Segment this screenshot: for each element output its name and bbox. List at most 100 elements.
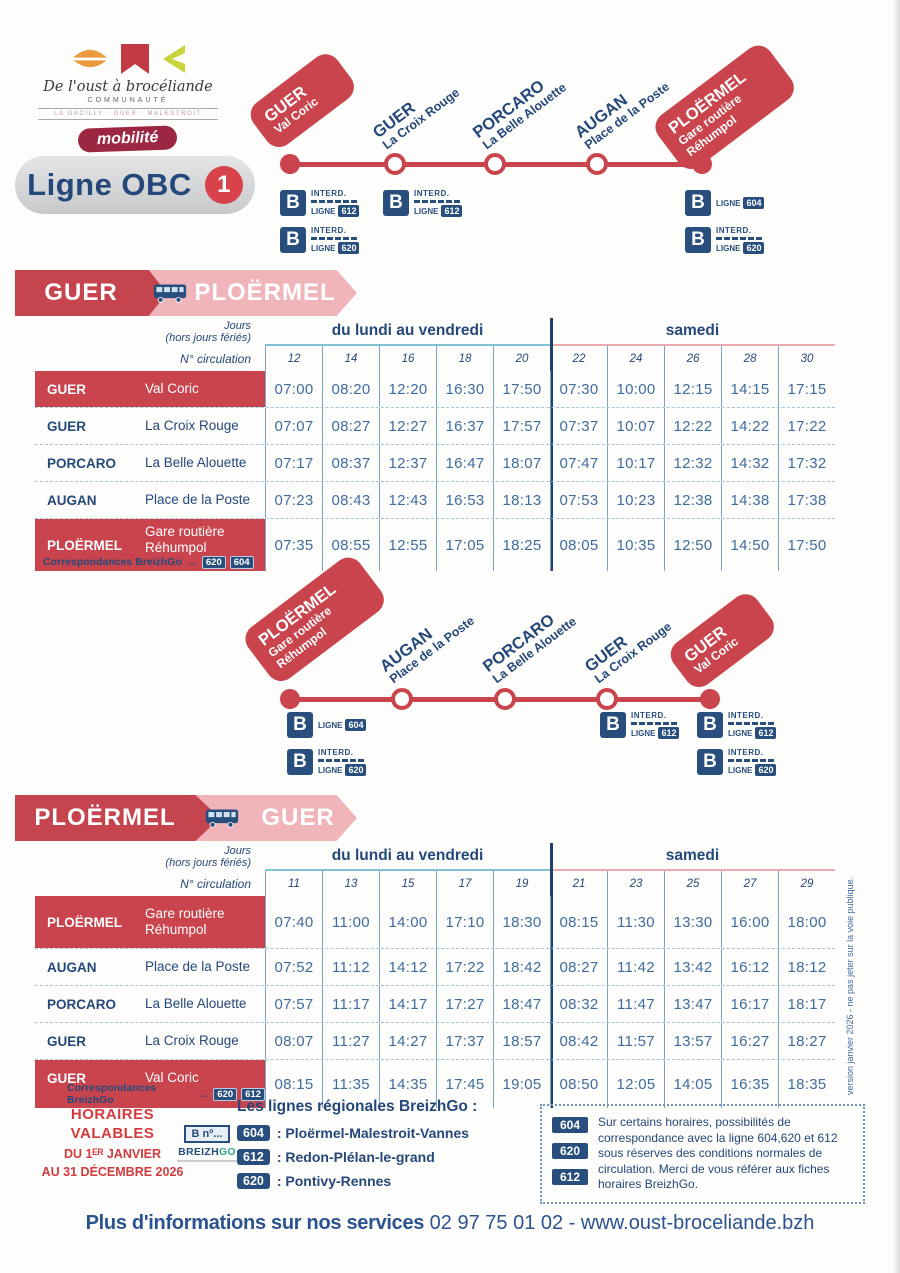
footer-contact-label: Plus d'informations sur nos services	[85, 1212, 425, 1234]
badge-group: B INTERD. LIGNE 612	[600, 710, 680, 740]
line-number-chip: 604	[345, 719, 367, 731]
circulation-label: N° circulation	[180, 876, 251, 891]
breizhgo-b-icon: B	[600, 712, 626, 738]
regional-line-604: 604 : Ploërmel-Malestroit-Vannes	[237, 1125, 477, 1141]
table-row: PORCARO La Belle Alouette 07:17 08:37 12:37…	[35, 444, 835, 481]
line-number-chip: 612	[237, 1149, 270, 1165]
breizhgo-brand: BREIZHGO	[178, 1146, 236, 1158]
line-number-chip: 620	[743, 242, 765, 254]
period-weekday: du lundi au vendredi	[265, 843, 550, 871]
terminal-dot	[700, 689, 720, 709]
banner-arrow-dark	[15, 270, 167, 316]
badge-group: B LIGNE 604 B INTERD. LIGNE 620	[685, 188, 765, 255]
badge-group: B LIGNE 604 B INTERD. LIGNE 620	[287, 710, 367, 777]
line-interdiction-badge: B INTERD. LIGNE 612	[697, 710, 777, 740]
table-row: GUER La Croix Rouge 08:07 11:27 14:27 17:37 1…	[35, 1022, 835, 1059]
stop-dot	[384, 153, 406, 175]
version-note: version janvier 2026 - ne pas jeter sur …	[845, 876, 855, 1095]
stop-dot	[586, 153, 608, 175]
table-row: GUER Val Coric 07:00 08:20 12:20 16:30 17:50 0…	[35, 371, 835, 407]
logo-communaute: COMMUNAUTÉ	[87, 97, 169, 104]
circulation-label: N° circulation	[180, 351, 251, 366]
period-divider	[550, 843, 553, 1108]
badge-group: B INTERD. LIGNE 612 B INTERD. LIGNE 620	[697, 710, 777, 777]
logo-towns: LA GACILLY · GUER · MALESTROIT	[38, 108, 218, 120]
breizhgo-b-icon: B	[697, 712, 723, 738]
info-badges: 604 620 612	[552, 1115, 588, 1193]
footer-contact: Plus d'informations sur nos services 02 …	[0, 1212, 900, 1235]
breizhgo-b-icon: B	[287, 749, 313, 775]
line-number-chip: 620	[213, 1087, 238, 1101]
line-number-circle: 1	[204, 166, 243, 204]
dashed-line	[728, 722, 774, 725]
timetable-outbound: Jours (hors jours fériés) du lundi au ve…	[35, 318, 835, 571]
line-interdiction-badge: B INTERD. LIGNE 620	[287, 747, 367, 777]
route-diagram-return: PLOËRMEL Gare routière Réhumpol AUGAN Pl…	[239, 551, 880, 795]
bus-icon	[205, 809, 239, 828]
line-number-chip: 612	[755, 727, 777, 739]
jours-header: Jours (hors jours fériés)	[165, 844, 251, 869]
table-row: GUER La Croix Rouge 07:07 08:27 12:27 16:37 1…	[35, 407, 835, 444]
dashed-line	[311, 200, 357, 203]
banner-from: GUER	[44, 279, 118, 306]
stop-dot	[494, 688, 516, 710]
scan-edge-shadow	[893, 0, 900, 1273]
breizhgo-b-icon: B	[280, 190, 306, 216]
line-connection-badge: B LIGNE 604	[685, 188, 765, 218]
mobilite-badge: mobilité	[77, 125, 179, 153]
line-number-chip: 620	[201, 555, 226, 569]
info-text: Sur certains horaires, possibilités de c…	[598, 1115, 838, 1192]
arrow-icon: →	[197, 1087, 210, 1101]
line-number-chip: 604	[743, 197, 765, 209]
logo-script-text: De l'oust à brocéliande	[43, 79, 213, 95]
yellow-chevron-icon	[163, 45, 185, 73]
line-number-chip: 604	[237, 1125, 270, 1141]
breizhgo-b-icon: B	[685, 190, 711, 216]
regional-line-612: 612 : Redon-Plélan-le-grand	[237, 1149, 477, 1165]
bus-icon	[153, 284, 187, 303]
breizhgo-b-number-badge: B nº...	[183, 1125, 231, 1143]
stop-dot	[484, 153, 506, 175]
badge-group: B INTERD. LIGNE 612	[383, 188, 463, 218]
line-number-chip: 604	[552, 1117, 588, 1133]
direction-banner-return: PLOËRMEL GUER	[15, 795, 357, 841]
validity-block: HORAIRES VALABLES DU 1ᴱᴿ JANVIER AU 31 D…	[41, 1106, 184, 1179]
direction-banner-outbound: GUER PLOËRMEL	[15, 270, 357, 316]
regional-lines-block: Les lignes régionales BreizhGo : 604 : P…	[237, 1098, 477, 1197]
line-number-chip: 620	[552, 1143, 588, 1159]
badge-group: B INTERD. LIGNE 612 B INTERD. LIGNE 620	[280, 188, 360, 255]
line-interdiction-badge: B INTERD. LIGNE 620	[685, 225, 765, 255]
line-number-chip: 612	[241, 1087, 265, 1101]
line-interdiction-badge: B INTERD. LIGNE 612	[600, 710, 680, 740]
breizhgo-b-icon: B	[383, 190, 409, 216]
arrow-icon: →	[185, 555, 198, 569]
breizhgo-b-icon: B	[685, 227, 711, 253]
line-number-chip: 612	[658, 727, 680, 739]
dashed-line	[728, 759, 774, 762]
dashed-line	[716, 237, 762, 240]
stop-dot	[391, 688, 413, 710]
orange-lens-icon	[71, 49, 109, 68]
line-number-chip: 612	[552, 1169, 588, 1185]
dashed-line	[311, 237, 357, 240]
route-diagram-outbound: GUER Val Coric GUER La Croix Rouge PORCA…	[244, 35, 880, 270]
period-weekday: du lundi au vendredi	[265, 318, 550, 346]
period-saturday: samedi	[550, 843, 835, 871]
jours-header: Jours (hors jours fériés)	[165, 319, 251, 344]
regional-heading: Les lignes régionales BreizhGo :	[237, 1098, 478, 1115]
footer-phone-website: 02 97 75 01 02 - www.oust-broceliande.bz…	[424, 1212, 815, 1234]
banner-arrow-dark	[15, 795, 220, 841]
banner-to: GUER	[261, 804, 335, 831]
table-row: AUGAN Place de la Poste 07:52 11:12 14:12 17…	[35, 948, 835, 985]
table-row: AUGAN Place de la Poste 07:23 08:43 12:43 16…	[35, 481, 835, 518]
line-connection-badge: B LIGNE 604	[287, 710, 367, 740]
breizhgo-tagline-rule	[177, 1160, 237, 1162]
dashed-line	[414, 200, 460, 203]
line-pill: Ligne OBC 1	[15, 156, 255, 214]
breizhgo-b-icon: B	[697, 749, 723, 775]
breizhgo-b-icon: B	[287, 712, 313, 738]
breizhgo-logo: B nº... BREIZHGO	[177, 1124, 237, 1162]
terminal-dot	[280, 689, 300, 709]
period-saturday: samedi	[550, 318, 835, 346]
stop-dot	[596, 688, 618, 710]
